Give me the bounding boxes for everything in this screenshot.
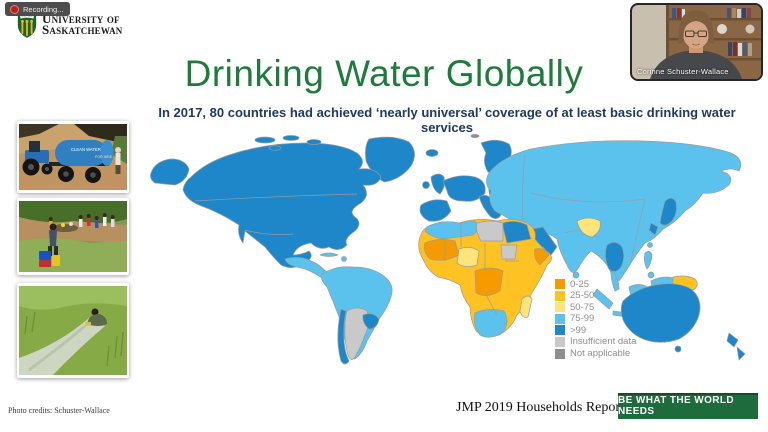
legend-swatch	[555, 313, 565, 324]
legend-swatch	[555, 325, 565, 336]
slogan-text: BE WHAT THE WORLD NEEDS	[618, 395, 735, 417]
region-madagascar	[519, 295, 533, 318]
legend-swatch	[555, 348, 565, 359]
participant-name: Corinne Schuster-Wallace	[637, 67, 729, 76]
map-legend: 0-25 25-50 50-75 75-99 >99 Insufficient …	[555, 279, 636, 360]
legend-swatch	[555, 290, 565, 301]
region-egypt	[502, 221, 532, 244]
region-caribbean	[319, 252, 347, 262]
region-horn-of-africa	[534, 248, 550, 266]
region-nigeria	[456, 247, 480, 267]
slide-title: Drinking Water Globally	[184, 53, 584, 94]
photo-water-tanker-tractor: CLEAN WATER FOR HIRE	[17, 121, 129, 193]
world-choropleth-map: 0-25 25-50 50-75 75-99 >99 Insufficient …	[145, 133, 757, 391]
photo-community-water-point	[17, 198, 129, 275]
region-svalbard	[470, 134, 480, 138]
region-chile	[337, 308, 350, 365]
recording-label: Recording...	[23, 4, 64, 14]
legend-item: >99	[555, 325, 636, 336]
logo-line2: Saskatchewan	[42, 22, 123, 37]
legend-item: Insufficient data	[555, 336, 636, 347]
region-libya	[476, 220, 504, 242]
region-argentina	[344, 307, 369, 360]
legend-item: Not applicable	[555, 348, 636, 359]
legend-swatch	[555, 279, 565, 289]
legend-item: 0-25	[555, 279, 636, 290]
usask-slogan-badge: BE WHAT THE WORLD NEEDS	[618, 393, 758, 419]
region-australia-nz	[620, 283, 746, 361]
legend-item: 75-99	[555, 313, 636, 324]
tank-text-line1: CLEAN WATER	[71, 147, 101, 152]
region-sudan	[500, 244, 518, 260]
region-central-africa	[474, 267, 504, 296]
region-southern-africa	[473, 309, 508, 338]
tank-text-line2: FOR HIRE	[95, 155, 113, 159]
recording-indicator[interactable]: Recording...	[5, 2, 71, 16]
legend-item: 50-75	[555, 302, 636, 313]
region-north-america	[150, 135, 415, 268]
region-japan-korea	[648, 197, 677, 236]
photo-credits: Photo credits: Schuster-Wallace	[8, 406, 110, 415]
slide-subtitle: In 2017, 80 countries had achieved ‘near…	[158, 105, 736, 135]
source-citation: JMP 2019 Households Report	[456, 400, 624, 415]
map-border-lines-africa	[444, 225, 519, 316]
record-icon	[10, 4, 19, 14]
legend-swatch	[555, 302, 565, 313]
region-west-africa	[423, 239, 460, 261]
region-mekong	[605, 242, 625, 272]
map-border-lines-na	[194, 193, 358, 235]
legend-item: 25-50	[555, 290, 636, 301]
webcam-video-tile[interactable]: Corinne Schuster-Wallace	[630, 3, 763, 81]
legend-swatch	[555, 336, 565, 347]
photo-stream-water-collection	[17, 283, 129, 378]
region-afghanistan	[576, 217, 601, 238]
webcam-scene	[632, 5, 761, 79]
region-uruguay-paraguay	[362, 313, 380, 330]
